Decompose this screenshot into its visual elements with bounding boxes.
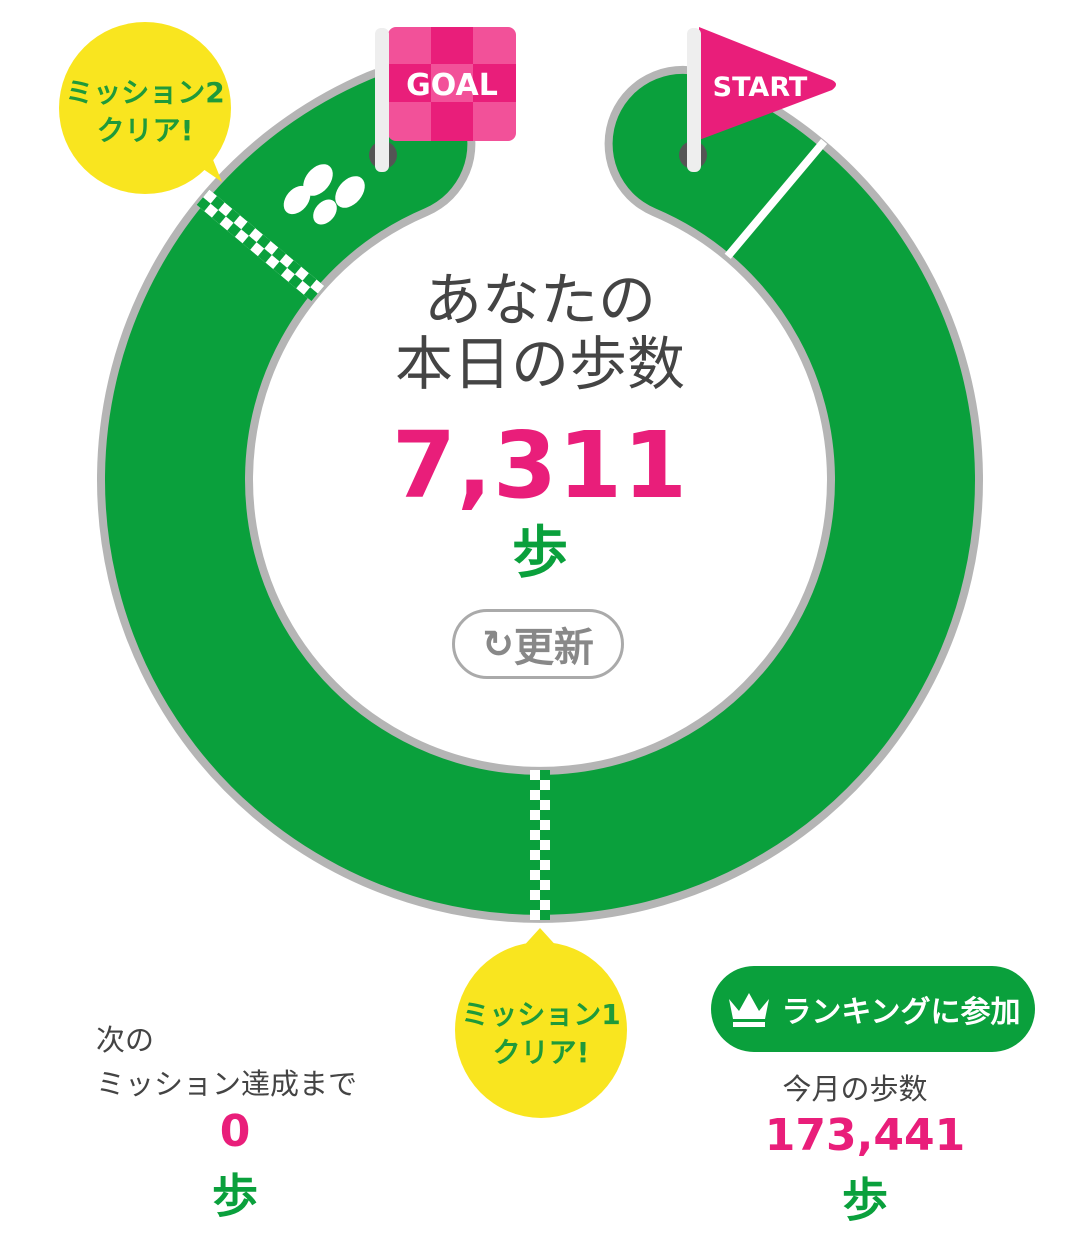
- join-ranking-button[interactable]: ランキングに参加: [711, 966, 1035, 1052]
- checkered-line-mission1: [530, 770, 550, 920]
- mission2-bubble: [59, 22, 231, 194]
- today-unit: 歩: [512, 521, 568, 586]
- monthly-steps: 173,441: [764, 1110, 966, 1161]
- goal-label: GOAL: [406, 68, 498, 103]
- checkered-line-mission2: [196, 189, 325, 302]
- refresh-button[interactable]: ↻ 更新: [452, 609, 624, 679]
- crown-icon: [729, 993, 770, 1027]
- mission1-bubble: [455, 928, 627, 1118]
- next-mission-steps: 0: [219, 1106, 251, 1157]
- start-flag: START: [687, 27, 836, 172]
- next-mission-unit: 歩: [212, 1169, 258, 1223]
- refresh-icon: ↻: [482, 622, 514, 666]
- monthly-unit: 歩: [842, 1173, 888, 1227]
- start-label: START: [713, 72, 808, 103]
- footprints-icon: [283, 164, 365, 225]
- mission1-label: ミッション1 クリア!: [461, 998, 621, 1069]
- start-line: [724, 138, 828, 259]
- today-steps: 7,311: [391, 412, 688, 519]
- goal-flag: GOAL: [375, 27, 516, 172]
- next-mission-label: 次の ミッション達成まで: [96, 1023, 358, 1101]
- page-title: あなたの 本日の歩数: [394, 266, 685, 398]
- mission2-label: ミッション2 クリア!: [65, 76, 225, 147]
- monthly-label: 今月の歩数: [782, 1072, 928, 1106]
